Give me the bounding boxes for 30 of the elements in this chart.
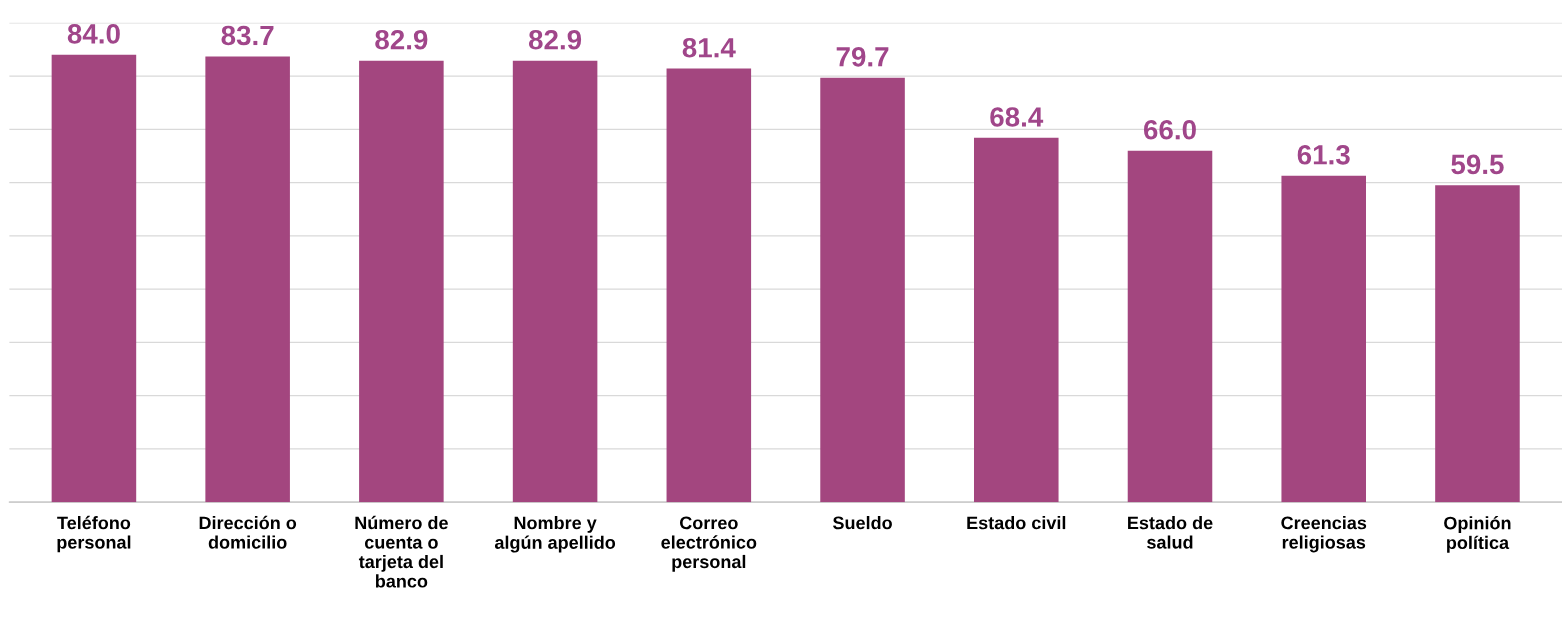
bar xyxy=(1281,175,1366,503)
data-label: 82.9 xyxy=(528,29,582,50)
bar xyxy=(359,60,444,503)
data-label: 79.7 xyxy=(836,46,889,67)
bar xyxy=(51,54,137,503)
x-tick-label: Nombre y algún apellido xyxy=(494,516,616,553)
bar xyxy=(1127,150,1213,503)
data-label: 83.7 xyxy=(221,25,274,46)
x-tick-label: Correo electrónico personal xyxy=(661,516,757,572)
data-label: 61.3 xyxy=(1297,144,1350,165)
x-tick-label: Dirección o domicilio xyxy=(199,515,297,549)
bar xyxy=(512,60,598,503)
bar xyxy=(820,77,905,503)
data-label: 81.4 xyxy=(682,37,736,58)
x-tick-label: Sueldo xyxy=(832,516,892,530)
x-tick-label: Estado civil xyxy=(967,516,1066,530)
bar xyxy=(205,56,290,503)
x-tick-label: Estado de salud xyxy=(1128,516,1213,549)
x-tick-label: Número de cuenta o tarjeta del banco xyxy=(355,515,448,588)
data-label: 84.0 xyxy=(67,24,120,44)
x-tick-label: Teléfono personal xyxy=(57,515,131,553)
data-label: 68.4 xyxy=(990,107,1044,127)
data-label: 82.9 xyxy=(375,29,428,50)
bar xyxy=(666,68,752,503)
bar xyxy=(1435,185,1520,503)
data-label: 66.0 xyxy=(1143,119,1196,140)
x-tick-label: Opinión política xyxy=(1444,516,1511,553)
data-label: 59.5 xyxy=(1451,154,1504,175)
bar xyxy=(974,137,1059,503)
x-tick-label: Creencias religiosas xyxy=(1281,516,1367,553)
